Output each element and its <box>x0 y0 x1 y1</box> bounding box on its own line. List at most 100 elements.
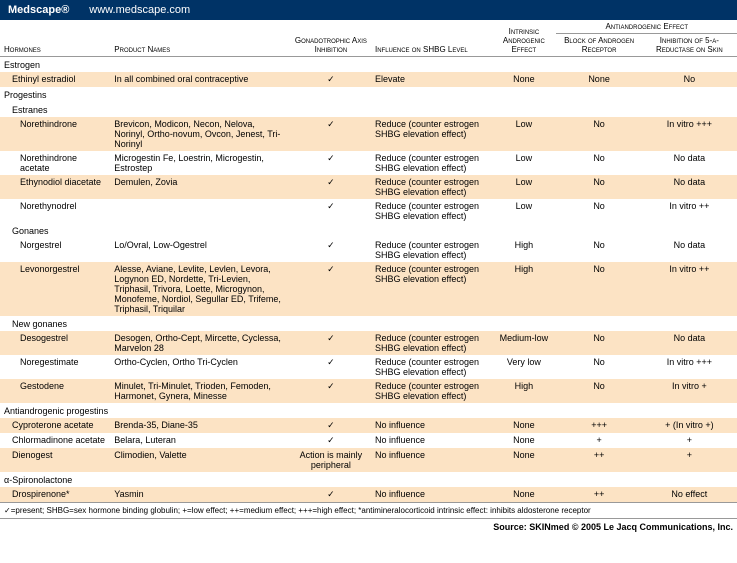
cell-intrinsic: None <box>491 487 556 502</box>
section-label: Gonanes <box>0 223 737 238</box>
cell-intrinsic: Medium-low <box>491 331 556 355</box>
hormones-table: HormonesProduct NamesGonadotrophic Axis … <box>0 20 737 502</box>
cell-inhib: In vitro +++ <box>642 355 737 379</box>
cell-gonad: ✓ <box>291 262 371 316</box>
cell-block: No <box>556 117 641 151</box>
cell-product: Belara, Luteran <box>110 433 290 448</box>
column-header: Intrinsic Androgenic Effect <box>491 20 556 57</box>
cell-hormones: Ethynodiol diacetate <box>0 175 110 199</box>
source-line: Source: SKINmed © 2005 Le Jacq Communica… <box>0 519 737 535</box>
cell-shbg: No influence <box>371 418 491 433</box>
cell-shbg: No influence <box>371 433 491 448</box>
cell-block: No <box>556 151 641 175</box>
table-row: DienogestClimodien, ValetteAction is mai… <box>0 448 737 472</box>
cell-hormones: Dienogest <box>0 448 110 472</box>
cell-product: Desogen, Ortho-Cept, Mircette, Cyclessa,… <box>110 331 290 355</box>
cell-intrinsic: None <box>491 448 556 472</box>
cell-gonad: ✓ <box>291 487 371 502</box>
cell-product: Demulen, Zovia <box>110 175 290 199</box>
cell-block: No <box>556 175 641 199</box>
cell-product: Brevicon, Modicon, Necon, Nelova, Noriny… <box>110 117 290 151</box>
cell-inhib: No <box>642 72 737 87</box>
cell-gonad: ✓ <box>291 117 371 151</box>
cell-block: No <box>556 355 641 379</box>
cell-shbg: Reduce (counter estrogen SHBG elevation … <box>371 151 491 175</box>
cell-inhib: No data <box>642 175 737 199</box>
table-row: NoregestimateOrtho-Cyclen, Ortho Tri-Cyc… <box>0 355 737 379</box>
cell-shbg: Reduce (counter estrogen SHBG elevation … <box>371 117 491 151</box>
cell-product: Alesse, Aviane, Levlite, Levlen, Levora,… <box>110 262 290 316</box>
cell-hormones: Chlormadinone acetate <box>0 433 110 448</box>
cell-hormones: Ethinyl estradiol <box>0 72 110 87</box>
cell-shbg: Reduce (counter estrogen SHBG elevation … <box>371 262 491 316</box>
cell-block: No <box>556 331 641 355</box>
cell-shbg: Reduce (counter estrogen SHBG elevation … <box>371 175 491 199</box>
cell-intrinsic: High <box>491 262 556 316</box>
cell-hormones: Norethynodrel <box>0 199 110 223</box>
cell-hormones: Norgestrel <box>0 238 110 262</box>
section-label: α-Spironolactone <box>0 472 737 487</box>
cell-intrinsic: High <box>491 238 556 262</box>
table-row: DesogestrelDesogen, Ortho-Cept, Mircette… <box>0 331 737 355</box>
cell-gonad: ✓ <box>291 331 371 355</box>
section-label: Progestins <box>0 87 737 102</box>
cell-intrinsic: None <box>491 72 556 87</box>
cell-product: Brenda-35, Diane-35 <box>110 418 290 433</box>
cell-inhib: In vitro ++ <box>642 199 737 223</box>
cell-gonad: Action is mainly peripheral <box>291 448 371 472</box>
cell-inhib: + <box>642 448 737 472</box>
section-label: New gonanes <box>0 316 737 331</box>
brand-logo: Medscape® <box>8 4 69 16</box>
cell-shbg: Reduce (counter estrogen SHBG elevation … <box>371 199 491 223</box>
cell-hormones: Gestodene <box>0 379 110 403</box>
table-row: Ethinyl estradiolIn all combined oral co… <box>0 72 737 87</box>
cell-shbg: Reduce (counter estrogen SHBG elevation … <box>371 355 491 379</box>
cell-inhib: No data <box>642 238 737 262</box>
cell-product: Minulet, Tri-Minulet, Trioden, Femoden, … <box>110 379 290 403</box>
cell-gonad: ✓ <box>291 151 371 175</box>
cell-intrinsic: Low <box>491 117 556 151</box>
column-header: Influence on SHBG Level <box>371 20 491 57</box>
cell-hormones: Levonorgestrel <box>0 262 110 316</box>
footnote: ✓=present; SHBG=sex hormone binding glob… <box>0 502 737 519</box>
cell-hormones: Norethindrone acetate <box>0 151 110 175</box>
cell-inhib: No effect <box>642 487 737 502</box>
brand-header: Medscape® www.medscape.com <box>0 0 737 20</box>
cell-shbg: Reduce (counter estrogen SHBG elevation … <box>371 238 491 262</box>
cell-intrinsic: None <box>491 433 556 448</box>
cell-hormones: Noregestimate <box>0 355 110 379</box>
column-header: Hormones <box>0 20 110 57</box>
cell-hormones: Norethindrone <box>0 117 110 151</box>
section-label: Estranes <box>0 102 737 117</box>
cell-hormones: Drospirenone* <box>0 487 110 502</box>
table-row: Drospirenone*Yasmin✓No influenceNone++No… <box>0 487 737 502</box>
cell-shbg: No influence <box>371 487 491 502</box>
cell-intrinsic: Low <box>491 175 556 199</box>
cell-gonad: ✓ <box>291 355 371 379</box>
cell-shbg: No influence <box>371 448 491 472</box>
cell-gonad: ✓ <box>291 433 371 448</box>
cell-shbg: Reduce (counter estrogen SHBG elevation … <box>371 379 491 403</box>
cell-block: No <box>556 262 641 316</box>
table-row: NorgestrelLo/Ovral, Low-Ogestrel✓Reduce … <box>0 238 737 262</box>
cell-gonad: ✓ <box>291 238 371 262</box>
section-label: Antiandrogenic progestins <box>0 403 737 418</box>
column-header: Gonadotrophic Axis Inhibition <box>291 20 371 57</box>
cell-product: Yasmin <box>110 487 290 502</box>
cell-inhib: In vitro + <box>642 379 737 403</box>
cell-gonad: ✓ <box>291 199 371 223</box>
column-group-header: Antiandrogenic Effect <box>556 20 737 34</box>
cell-block: ++ <box>556 448 641 472</box>
table-row: NorethindroneBrevicon, Modicon, Necon, N… <box>0 117 737 151</box>
column-header: Block of Androgen Receptor <box>556 34 641 57</box>
cell-block: No <box>556 238 641 262</box>
cell-shbg: Elevate <box>371 72 491 87</box>
cell-block: None <box>556 72 641 87</box>
cell-product <box>110 199 290 223</box>
cell-hormones: Desogestrel <box>0 331 110 355</box>
cell-hormones: Cyproterone acetate <box>0 418 110 433</box>
cell-product: Ortho-Cyclen, Ortho Tri-Cyclen <box>110 355 290 379</box>
cell-product: In all combined oral contraceptive <box>110 72 290 87</box>
cell-gonad: ✓ <box>291 72 371 87</box>
cell-product: Microgestin Fe, Loestrin, Microgestin, E… <box>110 151 290 175</box>
